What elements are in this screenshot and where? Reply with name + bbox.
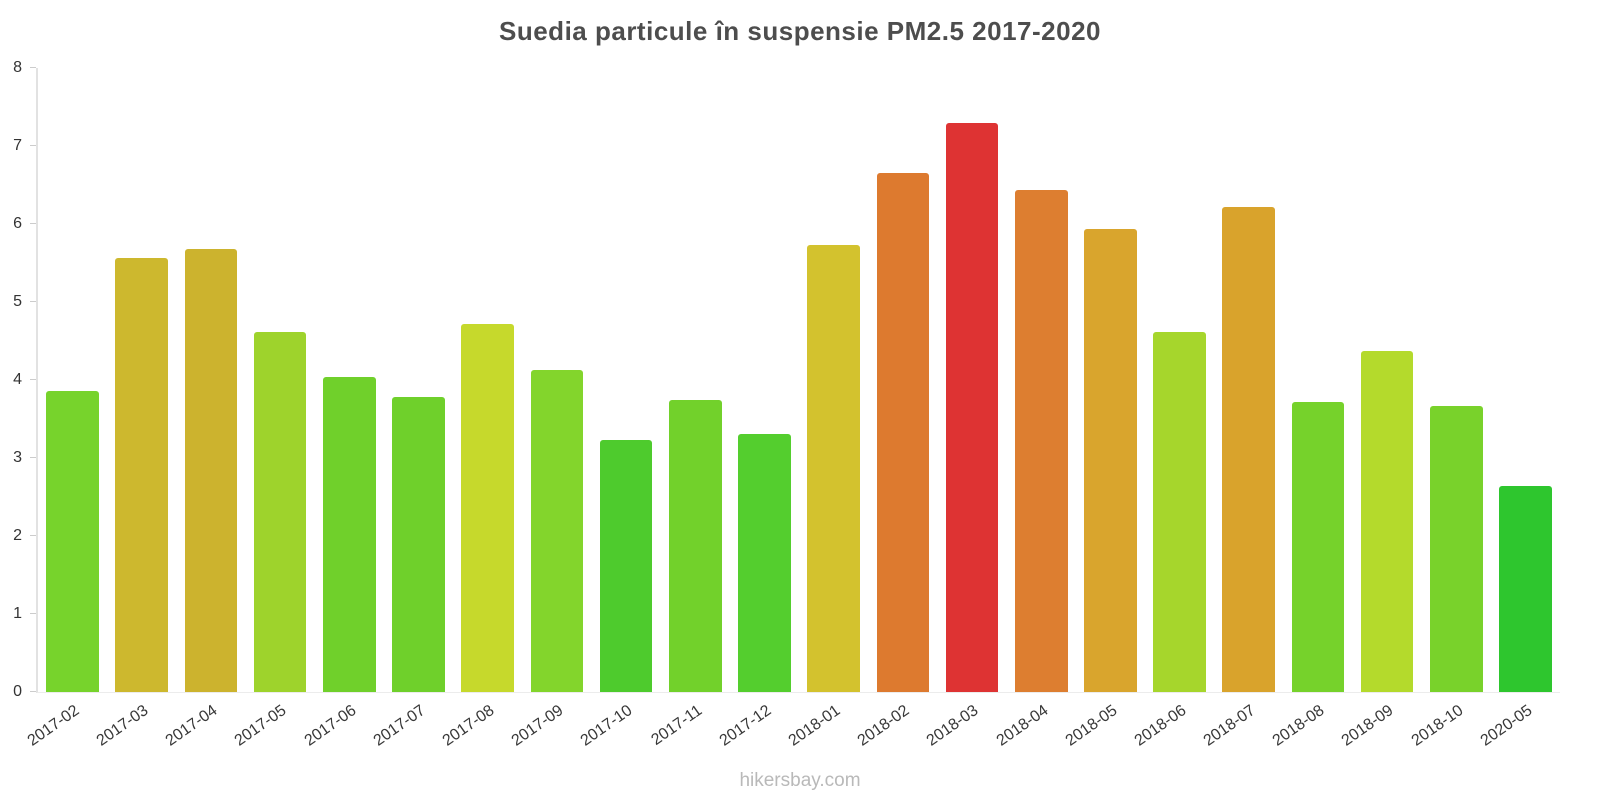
x-tick-label-2020-05: 2020-05 (1477, 702, 1536, 750)
bar-2018-03[interactable] (945, 123, 999, 692)
bar-slot: 2018-01 (786, 68, 868, 750)
y-tick-label-3: 3 (13, 449, 22, 466)
y-tick-label-1: 1 (13, 605, 22, 622)
bar-slot: 2018-03 (924, 68, 1006, 750)
bar-2017-08[interactable] (461, 323, 514, 692)
x-tick-label-2017-09: 2017-09 (508, 702, 567, 750)
bar-2018-06[interactable] (1153, 331, 1206, 692)
bar-slot: 2018-10 (1408, 68, 1491, 750)
bar-slot: 2018-05 (1062, 68, 1145, 750)
y-tick-mark (30, 613, 36, 614)
x-tick-label-2017-02: 2017-02 (24, 702, 83, 750)
bar-2017-10[interactable] (599, 440, 653, 692)
bar-2017-06[interactable] (323, 376, 376, 692)
x-tick-label-2017-04: 2017-04 (162, 702, 221, 750)
bar-slot: 2018-08 (1270, 68, 1352, 750)
x-tick-label-2018-08: 2018-08 (1269, 702, 1328, 750)
y-tick-mark (30, 535, 36, 536)
x-tick-label-2017-07: 2017-07 (370, 702, 429, 750)
bar-slot: 2020-05 (1477, 68, 1560, 750)
y-tick-label-6: 6 (13, 215, 22, 232)
x-tick-label-2018-05: 2018-05 (1062, 702, 1121, 750)
bar-slot: 2018-07 (1201, 68, 1283, 750)
bar-slot: 2017-06 (301, 68, 384, 750)
bar-slot: 2017-07 (370, 68, 453, 750)
bar-2017-04[interactable] (184, 248, 238, 692)
chart-title: Suedia particule în suspensie PM2.5 2017… (499, 16, 1101, 46)
y-tick-label-2: 2 (13, 527, 22, 544)
x-tick-label-2018-09: 2018-09 (1339, 702, 1397, 750)
watermark-text: hikersbay.com (739, 770, 861, 791)
bar-slot: 2017-08 (440, 68, 522, 750)
x-tick-label-2017-05: 2017-05 (232, 702, 290, 750)
y-tick-label-4: 4 (13, 371, 22, 388)
x-tick-label-2018-02: 2018-02 (854, 702, 913, 750)
x-tick-label-2018-10: 2018-10 (1408, 702, 1467, 750)
x-tick-label-2017-03: 2017-03 (93, 702, 152, 750)
y-tick-label-7: 7 (13, 137, 22, 154)
bar-2017-12[interactable] (738, 433, 791, 692)
bar-2018-07[interactable] (1222, 206, 1276, 692)
bar-slot: 2017-04 (163, 68, 245, 750)
y-tick-mark (30, 691, 36, 692)
y-tick-mark (30, 379, 36, 380)
bar-slot: 2018-06 (1131, 68, 1214, 750)
bar-2017-07[interactable] (392, 397, 445, 692)
y-tick-mark (30, 145, 36, 146)
y-tick-mark (30, 223, 36, 224)
y-tick-label-8: 8 (13, 59, 22, 76)
bar-2018-02[interactable] (876, 172, 930, 692)
bar-2018-01[interactable] (807, 245, 860, 692)
bar-2018-04[interactable] (1014, 189, 1068, 692)
bar-slot: 2017-11 (648, 68, 730, 749)
bar-2018-08[interactable] (1291, 401, 1345, 692)
x-tick-label-2018-04: 2018-04 (993, 702, 1051, 750)
x-tick-label-2018-01: 2018-01 (785, 702, 844, 750)
y-tick-label-0: 0 (13, 683, 22, 700)
bar-slot: 2017-03 (94, 68, 176, 750)
bar-slot: 2018-02 (855, 68, 937, 750)
bar-slot: 2017-05 (232, 68, 315, 750)
x-tick-label-2017-12: 2017-12 (716, 702, 775, 750)
plot-area: 2017-02 2017-03 2017-04 2017-05 2017-06 2017-… (24, 68, 1560, 750)
x-tick-label-2018-07: 2018-07 (1200, 702, 1259, 750)
y-tick-label-5: 5 (13, 293, 22, 310)
bar-slot: 2017-09 (509, 68, 591, 750)
bar-slot: 2017-12 (716, 68, 799, 750)
x-tick-label-2017-11: 2017-11 (648, 702, 706, 749)
bar-2017-11[interactable] (668, 400, 722, 692)
bar-2020-05[interactable] (1499, 486, 1552, 692)
bar-2017-03[interactable] (115, 257, 169, 692)
x-tick-label-2018-06: 2018-06 (1131, 702, 1190, 750)
bar-slot: 2018-04 (993, 68, 1076, 750)
bar-2017-02[interactable] (46, 390, 99, 692)
bar-slot: 2017-02 (24, 68, 107, 750)
y-tick-mark (30, 301, 36, 302)
bar-slot: 2017-10 (578, 68, 661, 750)
bar-2017-05[interactable] (253, 332, 307, 692)
y-axis: 0 1 2 3 4 5 6 7 8 (0, 60, 36, 700)
x-tick-label-2017-10: 2017-10 (577, 702, 636, 750)
bar-slot: 2018-09 (1339, 68, 1422, 750)
bar-2017-09[interactable] (530, 369, 584, 692)
bar-2018-09[interactable] (1360, 351, 1414, 692)
x-tick-label-2017-06: 2017-06 (301, 702, 360, 750)
x-tick-label-2017-08: 2017-08 (439, 702, 498, 750)
bar-2018-10[interactable] (1430, 405, 1483, 692)
y-tick-mark (30, 457, 36, 458)
bar-2018-05[interactable] (1084, 228, 1137, 692)
y-tick-mark (30, 67, 36, 68)
x-tick-label-2018-03: 2018-03 (923, 702, 982, 750)
